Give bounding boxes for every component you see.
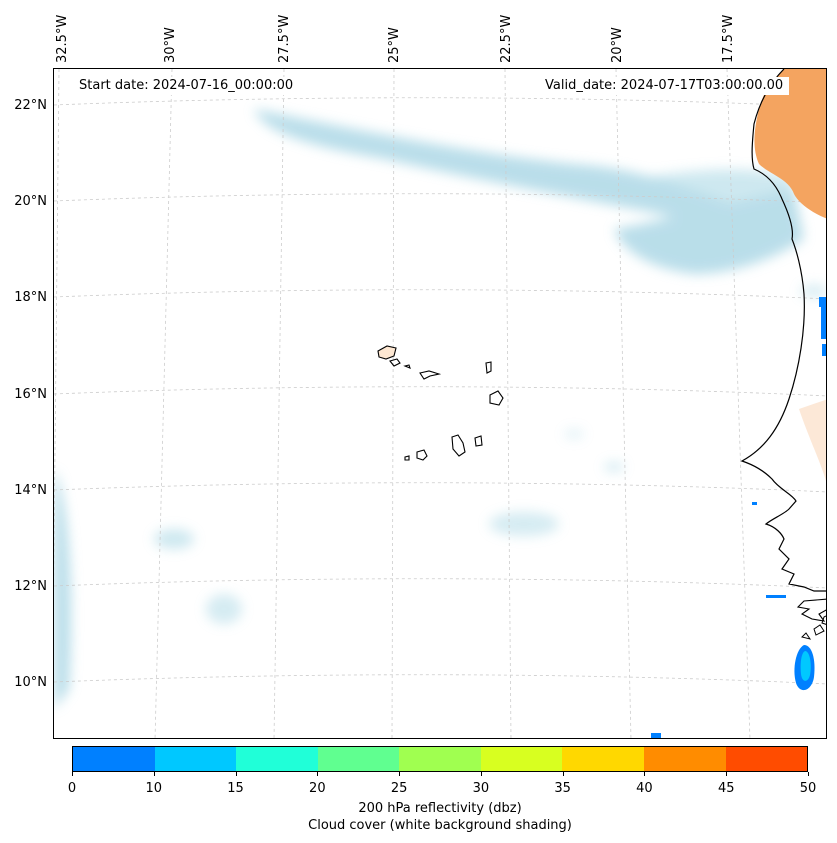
cloud-west-edge — [54, 469, 71, 709]
lat-label-14n: 14°N — [14, 483, 47, 498]
colorbar-tick-mark — [153, 772, 155, 776]
colorbar-segment — [317, 747, 400, 771]
cloud-patch-nw — [800, 285, 826, 297]
colorbar-segment — [725, 747, 808, 771]
lat-label-10n: 10°N — [14, 675, 47, 690]
island-sal — [485, 361, 492, 374]
colorbar-tick-label: 25 — [390, 781, 408, 796]
lon-label-25w: 25°W — [387, 27, 402, 63]
colorbar-segment — [236, 747, 318, 771]
island-santa-luzia — [403, 364, 411, 369]
reflectivity-cell-7 — [651, 733, 661, 738]
reflectivity-colorbar — [72, 746, 808, 772]
colorbar-tick-mark — [480, 772, 482, 776]
land-shading-africa — [754, 69, 826, 219]
reflectivity-cell-2 — [821, 307, 826, 339]
lat-label-22n: 22°N — [14, 98, 47, 113]
reflectivity-cell-3 — [822, 344, 826, 356]
colorbar-segment — [154, 747, 237, 771]
lon-label-32-5w: 32.5°W — [55, 14, 70, 63]
lat-label-12n: 12°N — [14, 579, 47, 594]
colorbar-tick-mark — [644, 772, 646, 776]
reflectivity-cell-6-core — [800, 651, 811, 681]
colorbar-tick-mark — [72, 772, 73, 776]
reflectivity-layer — [651, 297, 826, 738]
lon-label-22-5w: 22.5°W — [499, 14, 514, 63]
colorbar-tick-label: 40 — [636, 781, 653, 796]
cloud-cover-layer — [54, 109, 826, 709]
island-sao-nicolau — [419, 370, 442, 380]
colorbar-tick-mark — [726, 772, 728, 776]
map-canvas — [54, 69, 826, 738]
colorbar-tick-label: 20 — [309, 781, 326, 796]
lon-label-17-5w: 17.5°W — [721, 14, 736, 63]
lat-label-18n: 18°N — [14, 290, 47, 305]
colorbar-tick-label: 30 — [472, 781, 490, 796]
graticule — [54, 69, 826, 738]
cloud-band-north — [254, 109, 794, 240]
colorbar-tick-mark — [562, 772, 564, 776]
coastline-guinea — [796, 598, 826, 622]
lat-label-20n: 20°N — [14, 194, 47, 209]
colorbar-tick-mark — [808, 772, 809, 776]
cloud-patch-sw-2 — [206, 594, 242, 624]
cloud-patch-mid — [564, 429, 584, 439]
coastline-bissau-islands — [801, 615, 826, 640]
colorbar-tick-mark — [317, 772, 319, 776]
island-brava — [404, 455, 410, 461]
valid-date-label: Valid_date: 2024-07-17T03:00:00.00 — [539, 77, 790, 95]
colorbar-label-line1: 200 hPa reflectivity (dbz) — [358, 801, 522, 816]
cloud-band-east-2 — [634, 169, 794, 209]
colorbar-segment — [480, 747, 563, 771]
lat-label-16n: 16°N — [14, 387, 47, 402]
reflectivity-cell-1 — [819, 297, 826, 307]
cloud-patch-se — [604, 462, 624, 472]
island-santiago — [451, 434, 466, 457]
cloud-patch-s — [489, 512, 559, 536]
island-fogo — [416, 449, 428, 461]
colorbar-tick-label: 10 — [145, 781, 163, 796]
start-date-label: Start date: 2024-07-16_00:00:00 — [73, 77, 300, 95]
lon-label-20w: 20°W — [610, 27, 625, 63]
island-maio — [474, 435, 483, 447]
colorbar-tick-mark — [399, 772, 401, 776]
island-santo-antao — [377, 345, 397, 360]
colorbar-segment — [643, 747, 726, 771]
colorbar-segment — [562, 747, 644, 771]
cape-verde-islands — [377, 345, 504, 461]
colorbar-label-line2: Cloud cover (white background shading) — [308, 818, 572, 833]
land-shading-coast — [799, 399, 826, 482]
reflectivity-cell-5 — [766, 595, 786, 598]
colorbar-tick-label: 0 — [67, 781, 77, 796]
colorbar-tick-mark — [235, 772, 237, 776]
colorbar-tick-label: 50 — [799, 781, 817, 796]
map-panel — [53, 68, 827, 739]
colorbar-segment — [73, 747, 155, 771]
island-boa-vista — [489, 390, 504, 406]
cloud-patch-sw — [154, 529, 194, 549]
reflectivity-cell-4 — [752, 502, 757, 505]
lon-label-27-5w: 27.5°W — [277, 14, 292, 63]
coastline-africa — [740, 69, 826, 592]
cloud-band-east — [614, 189, 804, 274]
colorbar-tick-label: 45 — [717, 781, 735, 796]
island-sao-vicente — [389, 358, 401, 367]
colorbar-tick-label: 15 — [227, 781, 244, 796]
colorbar-tick-label: 35 — [554, 781, 571, 796]
lon-label-30w: 30°W — [163, 27, 178, 63]
colorbar-segment — [399, 747, 481, 771]
